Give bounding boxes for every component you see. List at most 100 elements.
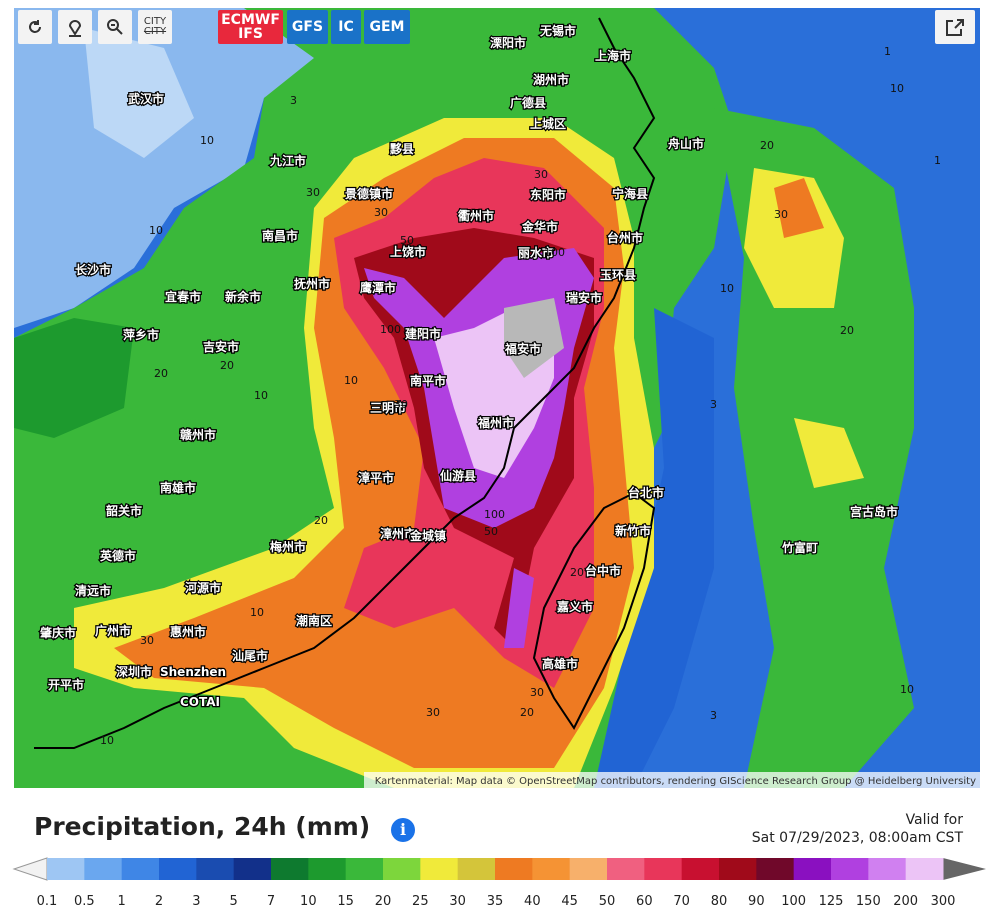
legend-swatch <box>420 858 459 880</box>
place-label: 新竹市 <box>615 523 651 538</box>
contour-label: 30 <box>394 398 408 411</box>
legend-swatch <box>905 858 944 880</box>
place-label: 东阳市 <box>530 187 566 202</box>
place-label: Shenzhen <box>160 665 226 679</box>
legend-label: 0.1 <box>37 894 58 909</box>
attribution-bg <box>364 772 980 788</box>
legend-label: 5 <box>230 894 238 909</box>
legend-swatch <box>159 858 197 880</box>
place-label: 深圳市 <box>116 664 152 679</box>
heavy-rain-area <box>794 418 864 488</box>
place-label: 南雄市 <box>160 480 196 495</box>
place-label: 英德市 <box>100 548 136 563</box>
legend-label: 35 <box>487 894 504 909</box>
zoom-out-button[interactable] <box>98 10 132 44</box>
contour-label: 10 <box>200 134 214 147</box>
place-label: 汕尾市 <box>232 648 268 663</box>
place-label: 武汉市 <box>128 91 164 106</box>
place-label: 肇庆市 <box>40 625 76 640</box>
legend-label: 60 <box>636 894 653 909</box>
contour-label: 30 <box>530 686 544 699</box>
contour-label: 20 <box>154 367 168 380</box>
legend-label: 90 <box>748 894 765 909</box>
contour-label: 10 <box>890 82 904 95</box>
legend-label: 7 <box>267 894 275 909</box>
info-button[interactable]: i <box>391 818 415 842</box>
contour-label: 20 <box>570 566 584 579</box>
color-legend: 0.1 0.5 1 2 3 5 7 10 15 20 25 30 35 40 45 50 60 70 80 90 100… <box>12 857 986 909</box>
legend-label: 40 <box>524 894 541 909</box>
contour-label: 30 <box>426 706 440 719</box>
model-label: IFS <box>238 26 263 42</box>
place-label: 建阳市 <box>404 326 441 341</box>
place-label: 景德镇市 <box>345 186 393 201</box>
legend-over <box>943 858 986 880</box>
place-label: 开平市 <box>48 677 84 692</box>
place-label: 九江市 <box>269 153 306 168</box>
contour-label: 10 <box>149 224 163 237</box>
place-label: 金城镇 <box>409 528 446 543</box>
refresh-button[interactable] <box>18 10 52 44</box>
model-button[interactable]: ECMWF IFS <box>218 10 283 44</box>
legend-label: 0.5 <box>74 894 95 909</box>
legend-swatch <box>457 858 496 880</box>
contour-label: 3 <box>710 398 717 411</box>
place-label: 上城区 <box>530 116 566 131</box>
place-label: 梅州市 <box>270 539 306 554</box>
contour-label: 100 <box>544 246 565 259</box>
model-label: GFS <box>291 19 324 35</box>
city-toggle[interactable]: CITY CITY <box>138 10 172 44</box>
contour-label: 10 <box>250 606 264 619</box>
legend-swatch <box>271 858 309 880</box>
contour-label: 10 <box>100 734 114 747</box>
legend-label: 1 <box>118 894 126 909</box>
place-label: 黟县 <box>389 141 414 156</box>
contour-label: 10 <box>720 282 734 295</box>
model-button[interactable]: GEM <box>364 10 410 44</box>
model-button[interactable]: IC <box>331 10 361 44</box>
place-label: 玉环县 <box>600 268 636 282</box>
location-button[interactable] <box>58 10 92 44</box>
place-label: 三明市 <box>370 400 406 415</box>
valid-time: Sat 07/29/2023, 08:00am CST <box>751 830 963 846</box>
contour-label: 20 <box>760 139 774 152</box>
legend-label: 2 <box>155 894 163 909</box>
place-label: 韶关市 <box>106 503 142 518</box>
contour-label: 50 <box>400 234 414 247</box>
coastline <box>34 17 656 749</box>
contour-label: 100 <box>380 323 401 336</box>
place-label: 丽水市 <box>518 245 554 260</box>
legend-label: 80 <box>711 894 728 909</box>
city-label: CITY <box>143 26 167 37</box>
legend-label: 50 <box>599 894 616 909</box>
contour-label: 3 <box>290 94 297 107</box>
legend-swatch <box>719 858 757 880</box>
legend-swatch <box>495 858 533 880</box>
legend-swatch <box>47 858 85 880</box>
legend-label: 15 <box>337 894 354 909</box>
model-label: ECMWF <box>221 12 280 28</box>
legend-label: 70 <box>673 894 690 909</box>
extreme-rain-area <box>504 568 534 648</box>
place-label: 上饶市 <box>390 244 426 259</box>
legend-swatch <box>681 858 720 880</box>
contour-label: 30 <box>534 168 548 181</box>
valid-label: Valid for <box>905 812 963 828</box>
legend-label: 25 <box>412 894 429 909</box>
place-label: 河源市 <box>184 580 221 595</box>
place-label: 宜春市 <box>165 289 201 304</box>
legend-swatch <box>868 858 907 880</box>
legend-swatch <box>831 858 869 880</box>
place-label: 福安市 <box>504 341 541 356</box>
share-icon <box>946 19 964 36</box>
contour-label: 30 <box>140 634 154 647</box>
model-button[interactable]: GFS <box>287 10 328 44</box>
legend-title: Precipitation, 24h (mm) <box>34 812 371 841</box>
share-button[interactable] <box>935 10 975 44</box>
legend-label: 3 <box>192 894 200 909</box>
place-label: 高雄市 <box>542 656 578 671</box>
place-label: 清远市 <box>75 583 111 598</box>
place-label: 瑞安市 <box>566 290 602 305</box>
legend-swatch <box>532 858 571 880</box>
